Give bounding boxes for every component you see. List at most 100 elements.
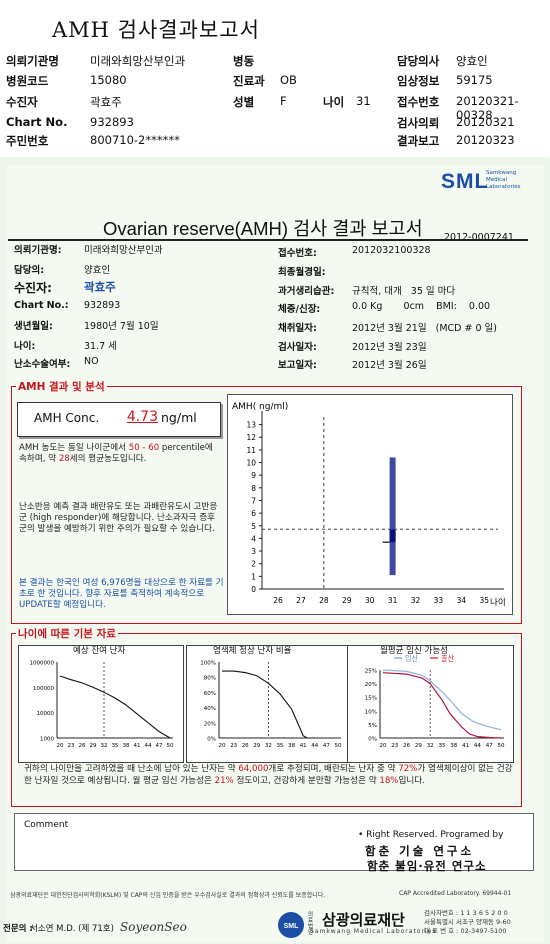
y-tick-label: 7 bbox=[251, 496, 256, 505]
header-value: 59175 bbox=[456, 73, 493, 87]
header-label: 결과보고 bbox=[397, 134, 440, 148]
header-label: 접수번호 bbox=[397, 95, 440, 109]
y-tick-label: 5 bbox=[251, 522, 256, 531]
text-run: 정도이고, 건강하게 분만할 가능성은 약 bbox=[233, 776, 380, 786]
page-title: AMH 검사결과보고서 bbox=[52, 18, 260, 42]
amh-conc-value: 4.73 bbox=[126, 409, 158, 425]
series-line-pregnancy bbox=[382, 669, 502, 731]
x-tick-label: 30 bbox=[365, 596, 375, 605]
y-tick-label: 15% bbox=[365, 696, 377, 702]
x-tick-label: 26 bbox=[79, 743, 86, 749]
x-tick-label: 47 bbox=[486, 743, 493, 749]
title-divider bbox=[8, 239, 528, 241]
x-tick-label: 27 bbox=[296, 596, 306, 605]
info-value: NO bbox=[84, 356, 99, 367]
amh-percentile-text: AMH 농도는 동일 나이군에서 50 - 60 percentile에 속하며… bbox=[19, 443, 219, 465]
x-tick-label: 44 bbox=[474, 743, 481, 749]
info-value: 1980년 7월 10일 bbox=[84, 321, 159, 332]
x-tick-label: 35 bbox=[479, 596, 489, 605]
text-run: 개로 추정되며, 배란되는 난자 중 약 bbox=[268, 764, 399, 774]
header-value: 미래와희망산부인과 bbox=[90, 54, 186, 68]
x-tick-label: 38 bbox=[123, 743, 130, 749]
y-tick-label: 12 bbox=[246, 433, 256, 442]
info-label: 의뢰기관명: bbox=[14, 245, 62, 256]
mini-chart-oocytes-box: 예상 잔여 난자 1000000 100000 10000 1000 20 23 26 29 3… bbox=[18, 645, 184, 763]
x-tick-label: 41 bbox=[462, 743, 469, 749]
report-title: Ovarian reserve(AMH) 검사 결과 보고서 bbox=[103, 218, 423, 239]
rights-institute-2: 함춘 불임·유전 연구소 bbox=[367, 859, 487, 873]
y-tick-label: 3 bbox=[251, 547, 256, 556]
x-tick-label: 28 bbox=[319, 596, 329, 605]
doctor-name: 서소연 M.D. (제 71호) bbox=[30, 924, 114, 934]
x-tick-label: 35 bbox=[277, 743, 284, 749]
highlight-value: 72% bbox=[398, 764, 418, 774]
header-value: F bbox=[280, 94, 287, 108]
x-tick-label: 38 bbox=[450, 743, 457, 749]
x-tick-label: 29 bbox=[90, 743, 97, 749]
y-tick-label: 100% bbox=[200, 661, 216, 667]
text-run: AMH 농도는 동일 나이군에서 bbox=[19, 443, 129, 453]
report-number: 2012-0007241 bbox=[444, 232, 514, 243]
foundation-address: 서울특별시 서초구 양재동 9-60 bbox=[424, 918, 511, 926]
header-value: 800710-2****** bbox=[90, 133, 180, 147]
y-tick-label: 0 bbox=[251, 585, 256, 594]
y-tick-label: 8 bbox=[251, 484, 256, 493]
info-value: 2012032100328 bbox=[352, 245, 431, 256]
rights-institute-1: 함춘 기술 연구소 bbox=[365, 844, 475, 858]
header-label: 담당의사 bbox=[397, 54, 440, 68]
svg-text:SML: SML bbox=[284, 923, 300, 930]
mini-chart-normal-box: 염색체 정상 난자 비율 100% 80% 60% 40% 20% 0% 20 23 26 29 3… bbox=[186, 645, 352, 763]
x-tick-label: 23 bbox=[391, 743, 398, 749]
y-tick-label: 9 bbox=[251, 471, 256, 480]
header-label: 진료과 bbox=[233, 74, 265, 88]
foundation-name: 삼광의료재단 bbox=[322, 911, 405, 929]
info-value: 31.7 세 bbox=[84, 341, 117, 352]
text-run: 입니다. bbox=[398, 776, 425, 786]
info-label: 채취일자: bbox=[278, 323, 317, 334]
highlight-value: 18% bbox=[379, 776, 399, 786]
header-label: 의뢰기관명 bbox=[6, 54, 59, 68]
y-tick-label: 10000 bbox=[37, 711, 55, 717]
info-label: 최종월경일: bbox=[278, 267, 326, 278]
age-section-title: 나이에 따른 기본 자료 bbox=[16, 626, 118, 641]
mini-chart-pregnancy-title: 월평균 임신 가능성 bbox=[380, 646, 448, 656]
x-tick-label: 23 bbox=[230, 743, 237, 749]
header-label: 나이 bbox=[323, 95, 345, 109]
x-tick-label: 32 bbox=[101, 743, 108, 749]
legend-label-pregnancy: 임신 bbox=[405, 654, 418, 663]
x-tick-label: 31 bbox=[388, 596, 398, 605]
header-label: Chart No. bbox=[6, 115, 68, 129]
info-value: 932893 bbox=[84, 300, 121, 311]
highlight-value: 50 - 60 bbox=[128, 443, 160, 453]
header-label: 검사의뢰 bbox=[397, 116, 440, 130]
y-tick-label: 1 bbox=[251, 572, 256, 581]
x-tick-label: 26 bbox=[403, 743, 410, 749]
amh-conc-box: AMH Conc. 4.73 ng/ml bbox=[17, 402, 221, 437]
foundation-prefix: 의료법인 bbox=[308, 912, 314, 936]
info-label: 수진자: bbox=[14, 281, 52, 295]
highlight-value: 21% bbox=[214, 776, 234, 786]
x-tick-label: 20 bbox=[57, 743, 64, 749]
info-label: 나이: bbox=[14, 341, 36, 352]
y-tick-label: 20% bbox=[204, 721, 216, 727]
y-tick-label: 5% bbox=[368, 723, 377, 729]
amh-section-title: AMH 결과 및 분석 bbox=[16, 379, 107, 394]
y-tick-label: 40% bbox=[204, 706, 216, 712]
x-tick-label: 33 bbox=[434, 596, 444, 605]
info-label: 난소수술여부: bbox=[14, 359, 71, 370]
header-value: 20120321-00328 bbox=[456, 94, 519, 122]
amh-response-text: 난소반응 예측 결과 배란유도 또는 과배란유도시 고반응군 (high res… bbox=[19, 502, 218, 534]
x-tick-label: 20 bbox=[380, 743, 387, 749]
x-tick-label: 35 bbox=[112, 743, 119, 749]
y-tick-label: 0% bbox=[368, 737, 377, 743]
mini-chart-pregnancy-box: 월평균 임신 가능성 25% 20% 15% 10% 5% 0% 20 23 26 29 32 35 3… bbox=[347, 645, 514, 763]
amh-data-note: 본 결과는 한국인 여성 6,976명을 대상으로 한 자료를 기초로 한 것입… bbox=[19, 578, 224, 610]
info-label: 생년월일: bbox=[14, 321, 53, 332]
header-value: OB bbox=[280, 73, 297, 87]
header-label: 병원코드 bbox=[6, 74, 49, 88]
highlight-value: 64,000 bbox=[238, 764, 269, 774]
legend-label-birth: 출산 bbox=[441, 654, 454, 663]
range-bar bbox=[389, 457, 396, 576]
foundation-biz-no: 검사자번호 : 1 1 3 6 5 2 0 0 bbox=[424, 909, 508, 917]
